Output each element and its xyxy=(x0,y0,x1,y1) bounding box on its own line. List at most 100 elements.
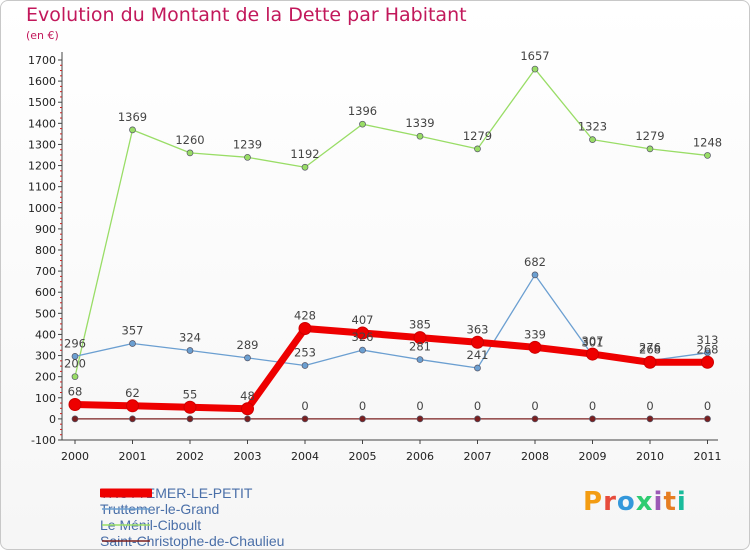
data-point xyxy=(471,335,484,349)
legend-swatch-saint-christophe-de-chaulieu xyxy=(102,540,150,542)
x-tick-label: 2009 xyxy=(579,450,607,463)
data-label: 407 xyxy=(352,313,374,327)
data-label: 385 xyxy=(409,318,431,332)
data-label: 1657 xyxy=(520,49,549,63)
data-label: 339 xyxy=(524,327,546,341)
data-point xyxy=(71,373,79,381)
data-point xyxy=(531,415,539,423)
data-label: 241 xyxy=(467,348,489,362)
data-label: 0 xyxy=(589,399,596,413)
y-tick-label: 600 xyxy=(35,286,56,299)
data-label: 268 xyxy=(697,342,719,356)
legend-swatch-le-menil-ciboult xyxy=(102,524,150,526)
series-line xyxy=(71,325,711,413)
logo-letter: t xyxy=(663,487,677,517)
y-tick-label: -100 xyxy=(31,434,56,447)
data-label: 55 xyxy=(183,387,198,401)
legend-item-le-menil-ciboult[interactable]: Le Ménil-Ciboult xyxy=(100,517,284,533)
legend-label-le-menil-ciboult: Le Ménil-Ciboult xyxy=(100,517,202,533)
logo-letter: r xyxy=(603,487,617,517)
logo-letter: o xyxy=(616,487,636,517)
legend-item-truttemer-le-grand[interactable]: Truttemer-le-Grand xyxy=(100,501,284,517)
data-label: 1192 xyxy=(290,147,319,161)
y-tick-label: 200 xyxy=(35,371,56,384)
data-label: 1248 xyxy=(693,135,722,149)
y-tick-label: 0 xyxy=(49,413,56,426)
y-tick-label: 1300 xyxy=(28,138,56,151)
x-tick-label: 2006 xyxy=(406,450,434,463)
y-tick-label: 1100 xyxy=(28,181,56,194)
data-point xyxy=(129,340,136,347)
data-label: 68 xyxy=(68,385,83,399)
data-point xyxy=(589,415,596,423)
x-tick-label: 2005 xyxy=(349,450,377,463)
data-label: 0 xyxy=(359,399,366,413)
data-point xyxy=(68,398,82,412)
x-tick-label: 2001 xyxy=(119,450,147,463)
y-tick-label: 900 xyxy=(35,223,56,236)
data-label: 1339 xyxy=(405,116,434,130)
data-point xyxy=(474,145,481,153)
y-tick-label: 1400 xyxy=(28,117,56,130)
data-label: 0 xyxy=(704,399,711,413)
data-label: 1279 xyxy=(463,129,492,143)
y-tick-label: 100 xyxy=(35,392,56,405)
data-point xyxy=(186,347,194,354)
y-tick-label: 1500 xyxy=(28,96,56,109)
data-point xyxy=(359,120,366,128)
data-point xyxy=(244,415,251,423)
legend-label-saint-christophe-de-chaulieu: Saint-Christophe-de-Chaulieu xyxy=(100,533,285,549)
y-tick-label: 1700 xyxy=(28,54,56,67)
data-label: 0 xyxy=(474,399,481,413)
data-point xyxy=(413,331,427,345)
data-point xyxy=(183,400,197,414)
data-point xyxy=(589,136,596,143)
data-label: 1279 xyxy=(635,129,664,143)
data-point xyxy=(301,362,309,369)
data-point xyxy=(416,356,424,363)
data-point xyxy=(701,355,714,369)
y-tick-label: 1000 xyxy=(28,202,56,215)
data-point xyxy=(704,152,711,159)
legend-item-truttemer-le-petit[interactable]: TRUTTEMER-LE-PETIT xyxy=(100,485,284,501)
proxiti-logo: Proxiti xyxy=(583,487,687,517)
logo-letter: i xyxy=(676,487,687,517)
chart-title: Evolution du Montant de la Dette par Hab… xyxy=(26,4,467,26)
data-label: 307 xyxy=(582,334,604,348)
data-point xyxy=(646,415,654,423)
data-point xyxy=(704,415,711,423)
y-tick-label: 800 xyxy=(35,244,56,257)
data-point xyxy=(643,355,657,369)
data-point xyxy=(244,153,251,161)
data-point xyxy=(528,340,542,354)
data-point xyxy=(416,132,424,140)
data-point xyxy=(531,271,539,279)
data-label: 1260 xyxy=(175,133,204,147)
series-line xyxy=(74,68,709,378)
data-point xyxy=(298,322,312,336)
data-point xyxy=(71,415,79,423)
x-tick-label: 2003 xyxy=(234,450,262,463)
data-label: 289 xyxy=(237,338,259,352)
data-label: 1369 xyxy=(118,110,147,124)
data-point xyxy=(474,364,481,372)
data-label: 0 xyxy=(301,399,308,413)
data-point xyxy=(359,346,366,354)
logo-letter: i xyxy=(653,487,664,517)
data-label: 357 xyxy=(122,324,144,338)
data-label: 682 xyxy=(524,255,546,269)
y-tick-label: 300 xyxy=(35,350,56,363)
data-label: 1323 xyxy=(578,120,607,134)
y-tick-label: 1600 xyxy=(28,75,56,88)
data-label: 326 xyxy=(352,330,374,344)
legend-item-saint-christophe-de-chaulieu[interactable]: Saint-Christophe-de-Chaulieu xyxy=(100,533,284,549)
data-label: 363 xyxy=(467,322,489,336)
legend-swatch-truttemer-le-grand xyxy=(102,508,150,510)
data-label: 301 xyxy=(582,335,604,349)
data-label: 324 xyxy=(179,330,201,344)
x-tick-label: 2008 xyxy=(521,450,549,463)
data-label: 1396 xyxy=(348,104,377,118)
data-label: 313 xyxy=(697,333,719,347)
x-tick-label: 2000 xyxy=(61,450,89,463)
